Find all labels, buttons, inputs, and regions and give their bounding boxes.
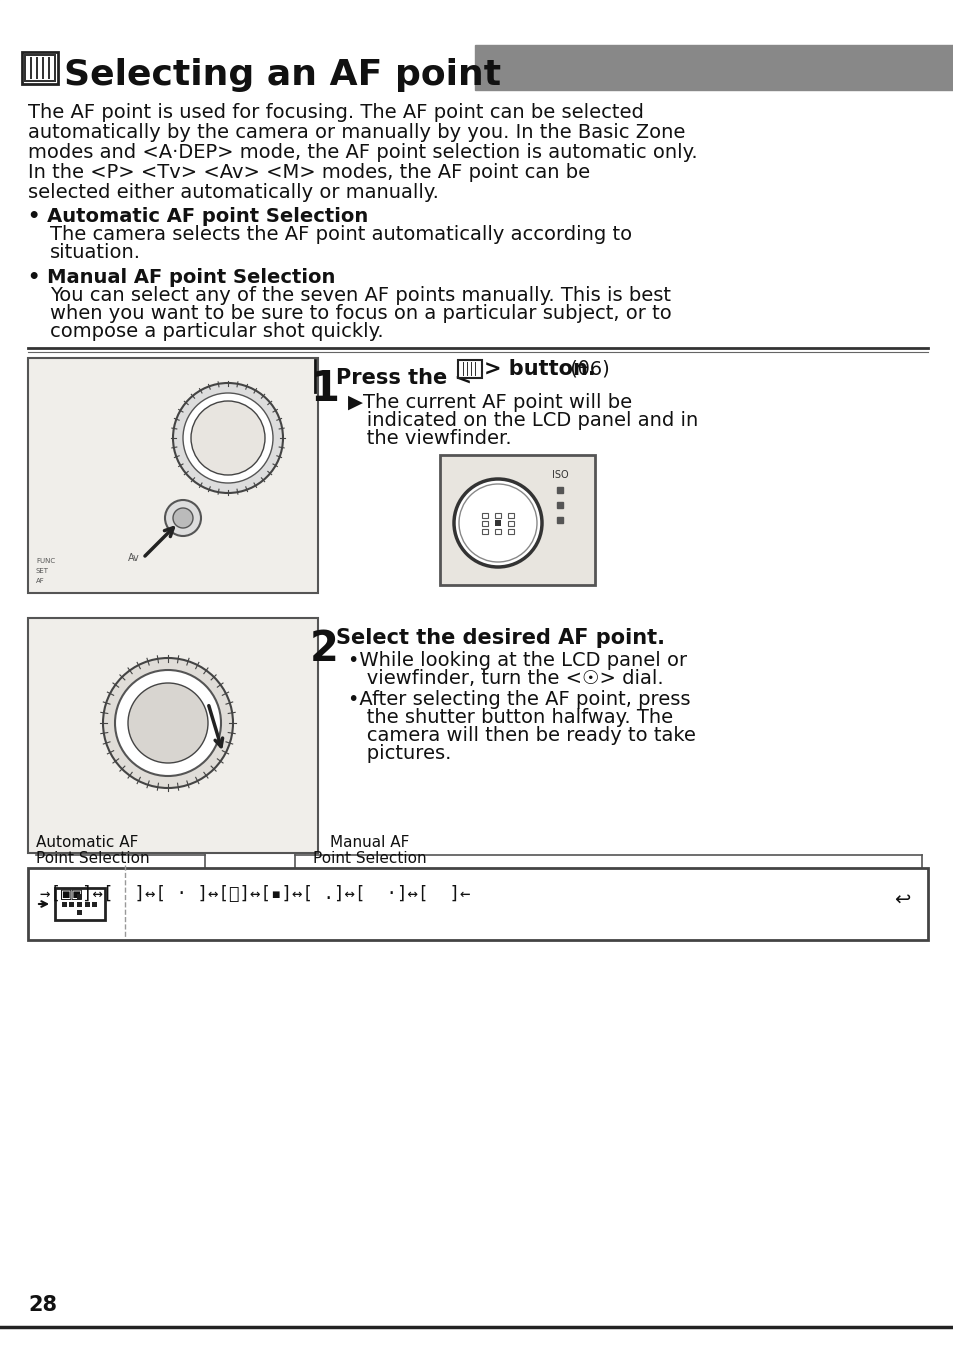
Text: You can select any of the seven AF points manually. This is best: You can select any of the seven AF point…	[50, 287, 670, 306]
Bar	[70, 902, 74, 906]
Bar	[467, 362, 468, 376]
Text: •After selecting the AF point, press: •After selecting the AF point, press	[348, 690, 690, 708]
Text: automatically by the camera or manually by you. In the Basic Zone: automatically by the camera or manually …	[28, 123, 684, 142]
Text: the shutter button halfway. The: the shutter button halfway. The	[348, 708, 673, 727]
Text: when you want to be sure to focus on a particular subject, or to: when you want to be sure to focus on a p…	[50, 304, 671, 323]
Text: ISO: ISO	[551, 470, 568, 480]
Text: pictures.: pictures.	[348, 744, 451, 763]
Circle shape	[458, 484, 537, 562]
Bar	[481, 521, 488, 526]
Text: ↩: ↩	[893, 890, 909, 909]
Bar	[495, 512, 500, 518]
Bar	[22, 51, 58, 84]
Text: selected either automatically or manually.: selected either automatically or manuall…	[28, 183, 438, 201]
Circle shape	[172, 383, 283, 493]
Bar	[77, 894, 82, 899]
Text: (θ6): (θ6)	[563, 360, 609, 379]
Bar	[495, 521, 500, 526]
Circle shape	[115, 671, 221, 776]
Text: Av: Av	[128, 553, 139, 562]
Bar	[28, 868, 927, 940]
Text: In the <P> <Tv> <Av> <M> modes, the AF point can be: In the <P> <Tv> <Av> <M> modes, the AF p…	[28, 164, 590, 183]
Bar	[55, 888, 105, 919]
Bar	[26, 55, 54, 80]
Text: viewfinder, turn the <☉> dial.: viewfinder, turn the <☉> dial.	[348, 669, 663, 688]
Bar	[481, 512, 488, 518]
Text: situation.: situation.	[50, 243, 141, 262]
Bar	[457, 360, 481, 379]
Text: →[▣▣]↔[  ]↔[ · ]↔[⯅]↔[▪]↔[ .]↔[  ·]↔[  ]←: →[▣▣]↔[ ]↔[ · ]↔[⯅]↔[▪]↔[ .]↔[ ·]↔[ ]←	[40, 886, 470, 903]
Bar	[462, 362, 464, 376]
Bar	[475, 45, 953, 91]
Bar	[507, 521, 514, 526]
Text: Point Selection: Point Selection	[36, 850, 150, 867]
Text: > button.: > button.	[483, 360, 595, 379]
Circle shape	[191, 402, 265, 475]
Text: Automatic AF: Automatic AF	[36, 836, 138, 850]
Text: Selecting an AF point: Selecting an AF point	[64, 58, 500, 92]
Bar	[86, 902, 91, 906]
Bar	[48, 57, 50, 78]
Text: • Automatic AF point Selection: • Automatic AF point Selection	[28, 207, 368, 226]
Bar	[475, 362, 476, 376]
Text: 2: 2	[310, 627, 338, 671]
Text: ▶The current AF point will be: ▶The current AF point will be	[348, 393, 632, 412]
Circle shape	[128, 683, 208, 763]
Text: Select the desired AF point.: Select the desired AF point.	[335, 627, 664, 648]
Bar	[481, 529, 488, 534]
Text: the viewfinder.: the viewfinder.	[348, 429, 511, 448]
Circle shape	[165, 500, 201, 535]
Bar	[77, 910, 82, 914]
Bar	[30, 57, 32, 78]
Bar	[77, 902, 82, 906]
Text: The camera selects the AF point automatically according to: The camera selects the AF point automati…	[50, 224, 632, 243]
Bar	[507, 512, 514, 518]
Text: • Manual AF point Selection: • Manual AF point Selection	[28, 268, 335, 287]
Text: Manual AF: Manual AF	[330, 836, 409, 850]
Text: Press the <: Press the <	[335, 368, 472, 388]
Bar	[92, 902, 97, 906]
Bar	[42, 57, 44, 78]
Text: FUNC: FUNC	[36, 558, 55, 564]
Circle shape	[183, 393, 273, 483]
Bar	[471, 362, 472, 376]
Bar	[28, 618, 317, 853]
Text: Point Selection: Point Selection	[313, 850, 426, 867]
Text: 1: 1	[310, 368, 338, 410]
Circle shape	[103, 658, 233, 788]
Text: camera will then be ready to take: camera will then be ready to take	[348, 726, 695, 745]
Text: AF: AF	[36, 579, 45, 584]
Bar	[28, 358, 317, 594]
Text: compose a particular shot quickly.: compose a particular shot quickly.	[50, 322, 383, 341]
Bar	[507, 529, 514, 534]
Circle shape	[454, 479, 541, 566]
Bar	[24, 54, 56, 82]
Text: 28: 28	[28, 1295, 57, 1315]
Bar	[63, 902, 68, 906]
Text: SET: SET	[36, 568, 49, 575]
Text: The AF point is used for focusing. The AF point can be selected: The AF point is used for focusing. The A…	[28, 103, 643, 122]
Text: modes and <A·DEP> mode, the AF point selection is automatic only.: modes and <A·DEP> mode, the AF point sel…	[28, 143, 697, 162]
Bar	[36, 57, 38, 78]
Bar	[495, 529, 500, 534]
Text: •While looking at the LCD panel or: •While looking at the LCD panel or	[348, 652, 686, 671]
Text: indicated on the LCD panel and in: indicated on the LCD panel and in	[348, 411, 698, 430]
Circle shape	[172, 508, 193, 529]
Bar	[439, 456, 595, 585]
